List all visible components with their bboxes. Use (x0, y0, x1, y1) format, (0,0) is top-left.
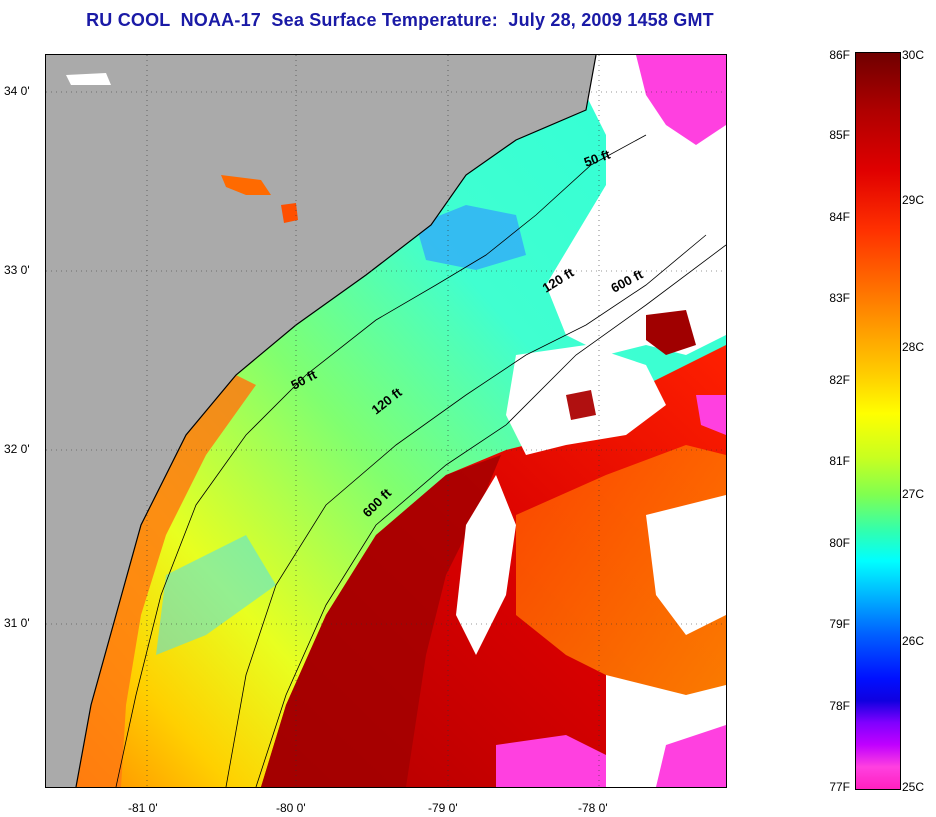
lon-label-78: -78 0' (578, 801, 608, 815)
colorbar-label-25c: 25C (902, 780, 925, 794)
inland-lake-2 (281, 203, 298, 223)
gulf-stream-core (261, 455, 501, 787)
inland-lake-1 (221, 175, 271, 195)
isobath-600ft (255, 244, 726, 787)
isobath-50ft (115, 134, 647, 787)
colorbar-label-80f: 80F (829, 536, 850, 550)
colorbar-label-79f: 79F (829, 617, 850, 631)
cloud-mass-east (646, 495, 726, 635)
colorbar-label-28c: 28C (902, 340, 925, 354)
colorbar-label-81f: 81F (829, 454, 850, 468)
inland-lake-3 (66, 73, 111, 85)
cool-patch-2 (156, 535, 276, 655)
colorbar-label-83f: 83F (829, 291, 850, 305)
lon-label-80: -80 0' (276, 801, 306, 815)
colorbar-label-84f: 84F (829, 210, 850, 224)
cold-edge-southeast (496, 735, 606, 787)
colorbar-label-26c: 26C (902, 634, 925, 648)
colorbar-label-78f: 78F (829, 699, 850, 713)
lat-label-33: 33 0' (4, 263, 30, 277)
graticule (46, 55, 726, 787)
colorbar-label-30c: 30C (902, 48, 925, 62)
cold-edge-south (656, 725, 726, 787)
colorbar-label-82f: 82F (829, 373, 850, 387)
isobath-120ft (225, 234, 707, 787)
warm-eddy-1 (646, 310, 696, 355)
cool-patch (416, 205, 526, 270)
land (46, 55, 596, 787)
sst-map: 50 ft 120 ft 600 ft 50 ft 120 ft 600 ft (45, 54, 727, 788)
cold-edge-east (696, 395, 726, 435)
lon-label-79: -79 0' (428, 801, 458, 815)
lon-label-81: -81 0' (128, 801, 158, 815)
lat-label-31: 31 0' (4, 616, 30, 630)
lat-label-32: 32 0' (4, 442, 30, 456)
warm-eddy-2 (566, 390, 596, 420)
colorbar-label-86f: 86F (829, 48, 850, 62)
sst-map-canvas: 50 ft 120 ft 600 ft 50 ft 120 ft 600 ft (46, 55, 726, 787)
nearshore-warm-band (76, 375, 256, 787)
colorbar-label-27c: 27C (902, 487, 925, 501)
map-title: RU COOL NOAA-17 Sea Surface Temperature:… (86, 10, 714, 30)
temperature-colorbar (855, 52, 901, 790)
colorbar-label-77f: 77F (829, 780, 850, 794)
lat-label-34: 34 0' (4, 84, 30, 98)
cloud-mass-south (456, 475, 516, 655)
colorbar-label-85f: 85F (829, 128, 850, 142)
cold-edge-northeast (636, 55, 726, 145)
colorbar-label-29c: 29C (902, 193, 925, 207)
